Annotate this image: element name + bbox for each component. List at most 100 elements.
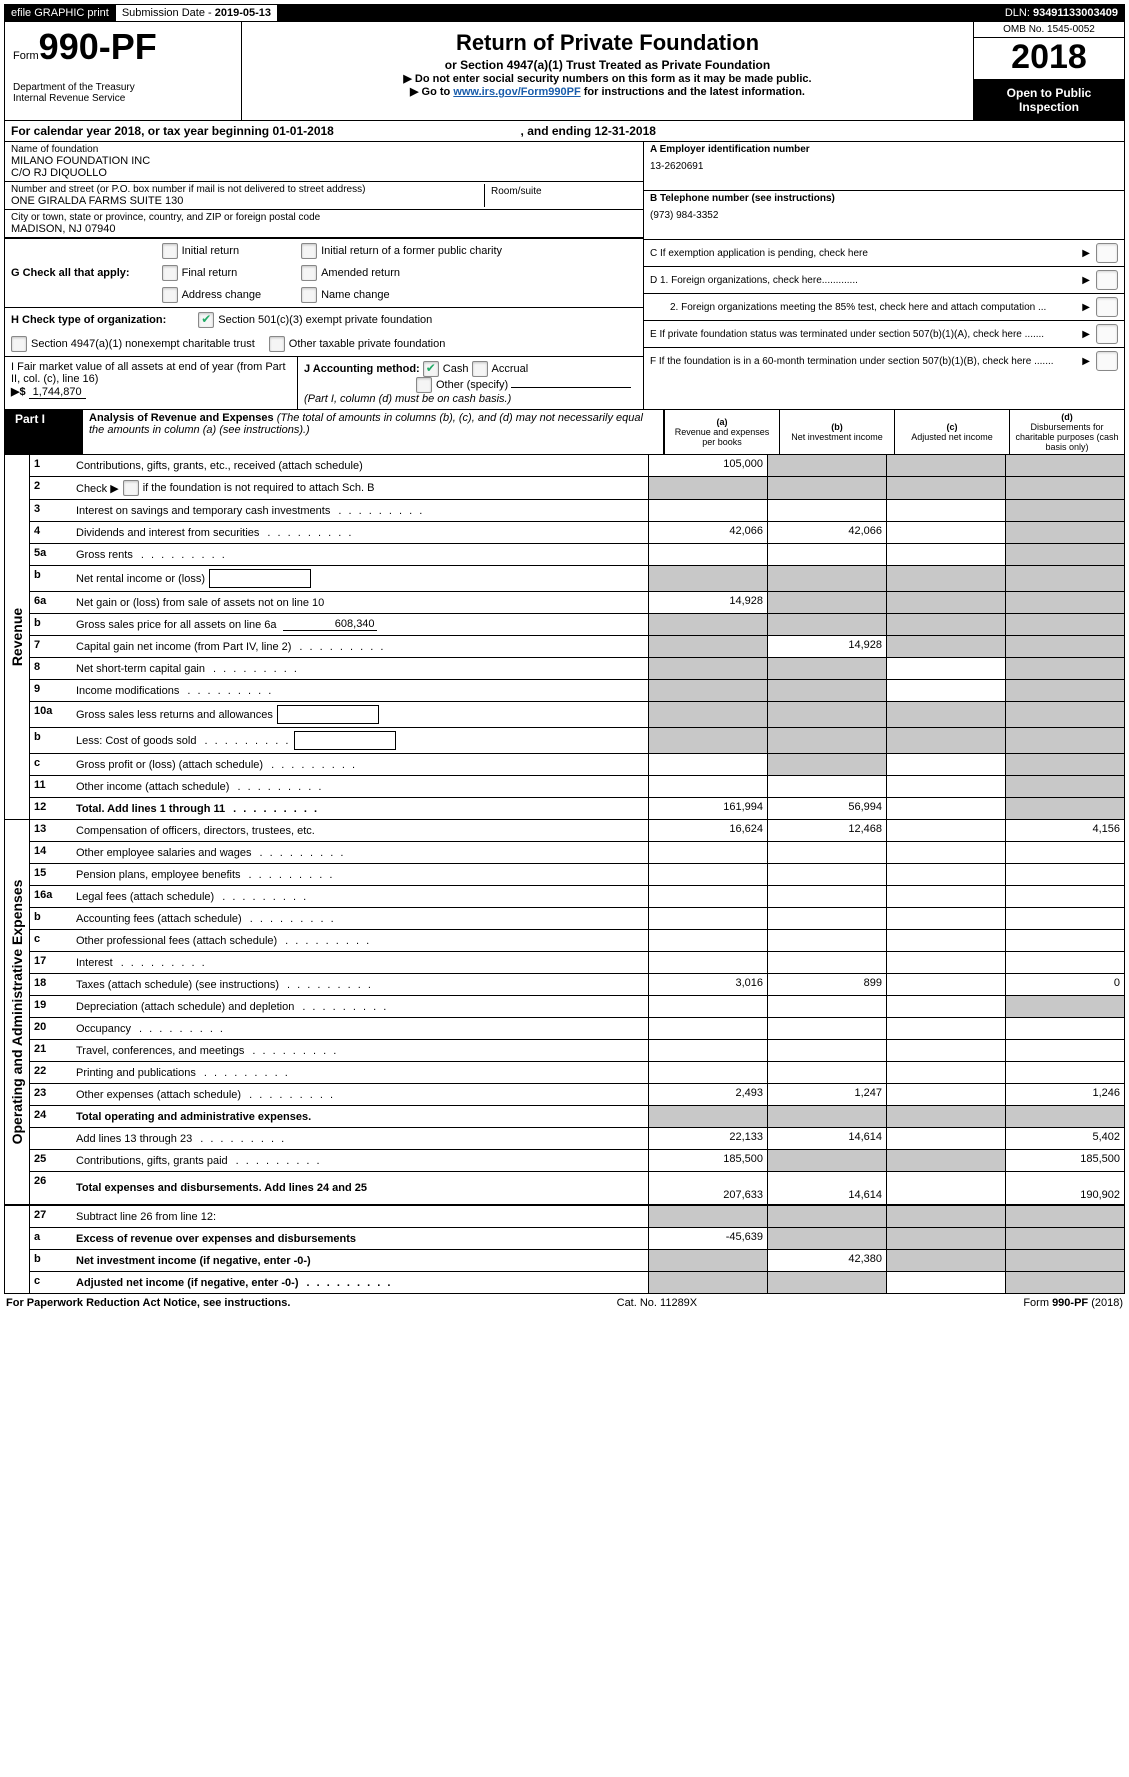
cat-no: Cat. No. 11289X bbox=[617, 1297, 698, 1309]
g-initial-public[interactable]: Initial return of a former public charit… bbox=[301, 243, 502, 259]
line-27a: Excess of revenue over expenses and disb… bbox=[72, 1228, 648, 1249]
top-bar: efile GRAPHIC print Submission Date - 20… bbox=[4, 4, 1125, 22]
line-5b: Net rental income or (loss) bbox=[72, 566, 648, 591]
h-other-taxable[interactable]: Other taxable private foundation bbox=[269, 336, 446, 352]
revenue-sidebar: Revenue bbox=[5, 455, 30, 819]
line-27c: Adjusted net income (if negative, enter … bbox=[72, 1272, 648, 1293]
fmv-value: 1,744,870 bbox=[29, 386, 86, 399]
j-other[interactable]: Other (specify) bbox=[416, 379, 508, 391]
line-22: Printing and publications bbox=[72, 1062, 648, 1083]
line-27b: Net investment income (if negative, ente… bbox=[72, 1250, 648, 1271]
form-title: Return of Private Foundation bbox=[250, 30, 965, 56]
col-c-header: (c)Adjusted net income bbox=[894, 410, 1009, 454]
line-6b: Gross sales price for all assets on line… bbox=[72, 614, 648, 635]
expenses-table: Operating and Administrative Expenses 13… bbox=[4, 820, 1125, 1205]
page-footer: For Paperwork Reduction Act Notice, see … bbox=[4, 1294, 1125, 1312]
section-g: G Check all that apply: Initial return I… bbox=[5, 238, 643, 307]
g-address-change[interactable]: Address change bbox=[162, 287, 262, 303]
col-d-header: (d)Disbursements for charitable purposes… bbox=[1009, 410, 1124, 454]
header-right: OMB No. 1545-0052 2018 Open to Public In… bbox=[973, 22, 1124, 120]
g-name-change[interactable]: Name change bbox=[301, 287, 502, 303]
line-26: Total expenses and disbursements. Add li… bbox=[72, 1172, 648, 1204]
line-16c: Other professional fees (attach schedule… bbox=[72, 930, 648, 951]
entity-left: Name of foundation MILANO FOUNDATION INC… bbox=[5, 142, 643, 409]
form-ref: Form 990-PF (2018) bbox=[1023, 1297, 1123, 1309]
line-10b: Less: Cost of goods sold bbox=[72, 728, 648, 753]
line-8: Net short-term capital gain bbox=[72, 658, 648, 679]
line-2: Check ▶ if the foundation is not require… bbox=[72, 477, 648, 499]
dln: DLN: 93491133003409 bbox=[999, 5, 1124, 21]
street-label: Number and street (or P.O. box number if… bbox=[11, 184, 484, 195]
col-b-header: (b)Net investment income bbox=[779, 410, 894, 454]
part1-desc: Analysis of Revenue and Expenses (The to… bbox=[83, 410, 663, 454]
ein-label: A Employer identification number bbox=[650, 144, 1118, 155]
care-of: C/O RJ DIQUOLLO bbox=[11, 167, 637, 179]
right-checks: C If exemption application is pending, c… bbox=[644, 240, 1124, 409]
j-cash[interactable]: Cash bbox=[423, 363, 469, 375]
part1-label: Part I bbox=[5, 410, 83, 454]
entity-right: A Employer identification number 13-2620… bbox=[643, 142, 1124, 409]
line-12: Total. Add lines 1 through 11 bbox=[72, 798, 648, 819]
section-ij: I Fair market value of all assets at end… bbox=[5, 356, 643, 409]
check-c[interactable] bbox=[1096, 243, 1118, 263]
column-headers: (a)(a) Revenue and expenses per booksRev… bbox=[663, 410, 1124, 454]
header-left: Form990-PF Department of the Treasury In… bbox=[5, 22, 242, 120]
schb-check[interactable] bbox=[123, 480, 139, 496]
form-subtitle: or Section 4947(a)(1) Trust Treated as P… bbox=[250, 58, 965, 72]
g-initial-return[interactable]: Initial return bbox=[162, 243, 262, 259]
check-f[interactable] bbox=[1096, 351, 1118, 371]
form-number: 990-PF bbox=[39, 26, 157, 67]
line-5a: Gross rents bbox=[72, 544, 648, 565]
spacer bbox=[278, 5, 999, 21]
check-d1[interactable] bbox=[1096, 270, 1118, 290]
line27-table: 27Subtract line 26 from line 12: aExcess… bbox=[4, 1205, 1125, 1294]
phone-value: (973) 984-3352 bbox=[650, 210, 1118, 221]
line-d2: 2. Foreign organizations meeting the 85%… bbox=[644, 294, 1124, 321]
submission-date: Submission Date - 2019-05-13 bbox=[116, 5, 278, 21]
line-23: Other expenses (attach schedule) bbox=[72, 1084, 648, 1105]
line-9: Income modifications bbox=[72, 680, 648, 701]
ssn-warning: ▶ Do not enter social security numbers o… bbox=[250, 72, 965, 85]
line-14: Other employee salaries and wages bbox=[72, 842, 648, 863]
efile-label: efile GRAPHIC print bbox=[5, 5, 116, 21]
open-public: Open to Public Inspection bbox=[974, 80, 1124, 120]
j-accrual[interactable]: Accrual bbox=[472, 363, 529, 375]
g-amended[interactable]: Amended return bbox=[301, 265, 502, 281]
room-suite: Room/suite bbox=[484, 184, 637, 207]
section-j: J Accounting method: Cash Accrual Other … bbox=[298, 357, 643, 409]
section-h: H Check type of organization: Section 50… bbox=[5, 307, 643, 332]
line-10a: Gross sales less returns and allowances bbox=[72, 702, 648, 727]
g-final-return[interactable]: Final return bbox=[162, 265, 262, 281]
section-i: I Fair market value of all assets at end… bbox=[5, 357, 298, 409]
h-4947[interactable]: Section 4947(a)(1) nonexempt charitable … bbox=[11, 336, 255, 352]
line-13: Compensation of officers, directors, tru… bbox=[72, 820, 648, 841]
check-d2[interactable] bbox=[1096, 297, 1118, 317]
foundation-name: MILANO FOUNDATION INC bbox=[11, 155, 637, 167]
col-a-header: (a)(a) Revenue and expenses per booksRev… bbox=[664, 410, 779, 454]
line-7: Capital gain net income (from Part IV, l… bbox=[72, 636, 648, 657]
line-24: Total operating and administrative expen… bbox=[72, 1106, 648, 1127]
form-header: Form990-PF Department of the Treasury In… bbox=[4, 22, 1125, 121]
line-16b: Accounting fees (attach schedule) bbox=[72, 908, 648, 929]
paperwork-notice: For Paperwork Reduction Act Notice, see … bbox=[6, 1297, 290, 1309]
irs-link[interactable]: www.irs.gov/Form990PF bbox=[453, 86, 580, 98]
line-24b: Add lines 13 through 23 bbox=[72, 1128, 648, 1149]
check-e[interactable] bbox=[1096, 324, 1118, 344]
line-21: Travel, conferences, and meetings bbox=[72, 1040, 648, 1061]
line-e: E If private foundation status was termi… bbox=[644, 321, 1124, 348]
goto-line: ▶ Go to www.irs.gov/Form990PF for instru… bbox=[250, 85, 965, 98]
calendar-year-line: For calendar year 2018, or tax year begi… bbox=[4, 121, 1125, 142]
h-501c3[interactable]: Section 501(c)(3) exempt private foundat… bbox=[198, 312, 432, 328]
line-20: Occupancy bbox=[72, 1018, 648, 1039]
line-d1: D 1. Foreign organizations, check here..… bbox=[644, 267, 1124, 294]
line-c: C If exemption application is pending, c… bbox=[644, 240, 1124, 267]
line-6a: Net gain or (loss) from sale of assets n… bbox=[72, 592, 648, 613]
tax-year: 2018 bbox=[974, 38, 1124, 80]
name-label: Name of foundation bbox=[11, 144, 637, 155]
line-16a: Legal fees (attach schedule) bbox=[72, 886, 648, 907]
line-f: F If the foundation is in a 60-month ter… bbox=[644, 348, 1124, 374]
line-18: Taxes (attach schedule) (see instruction… bbox=[72, 974, 648, 995]
phone-label: B Telephone number (see instructions) bbox=[650, 193, 1118, 204]
line-1: Contributions, gifts, grants, etc., rece… bbox=[72, 455, 648, 476]
line-3: Interest on savings and temporary cash i… bbox=[72, 500, 648, 521]
